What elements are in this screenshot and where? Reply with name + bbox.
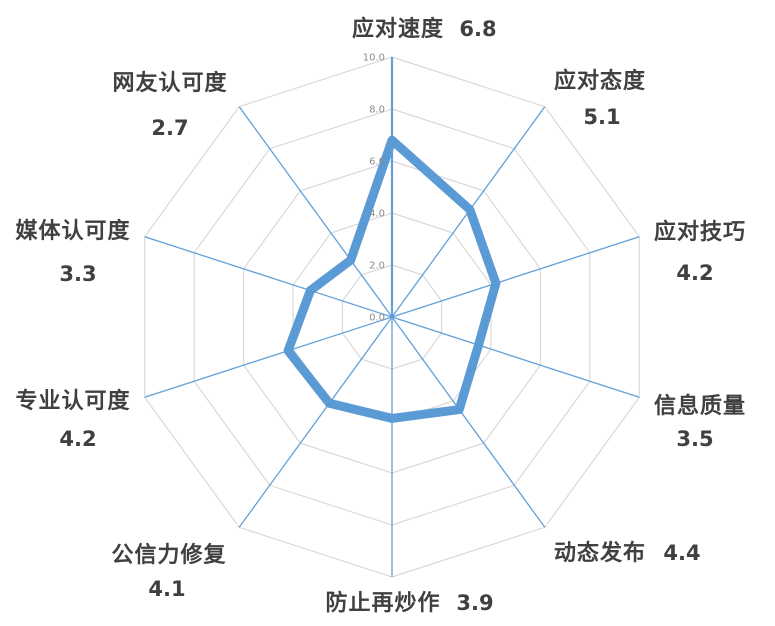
category-value: 5.1 xyxy=(583,105,620,129)
category-label: 公信力修复 xyxy=(111,542,226,568)
category-label: 应对速度 xyxy=(352,16,444,42)
axis-spoke xyxy=(238,106,393,318)
tick-label: 0.0 xyxy=(369,313,385,324)
category-value: 4.2 xyxy=(59,427,96,451)
axis-spoke xyxy=(391,316,546,528)
category-label: 应对技巧 xyxy=(654,219,746,245)
category-label: 网友认可度 xyxy=(112,70,227,96)
axis-spoke xyxy=(144,316,393,398)
category-value: 3.3 xyxy=(59,262,96,286)
category-label: 信息质量 xyxy=(654,393,746,419)
category-label: 专业认可度 xyxy=(15,388,130,414)
tick-label: 10.0 xyxy=(363,53,385,64)
tick-label: 6.0 xyxy=(369,157,385,168)
category-label: 防止再炒作 xyxy=(325,590,440,616)
axis-spoke xyxy=(238,316,393,528)
category-value: 3.5 xyxy=(676,427,713,451)
category-value: 2.7 xyxy=(151,116,188,140)
category-label: 媒体认可度 xyxy=(15,218,130,244)
category-value: 4.1 xyxy=(148,577,185,601)
category-value: 4.2 xyxy=(676,261,713,285)
tick-label: 8.0 xyxy=(369,105,385,116)
data-series-polygon xyxy=(283,135,501,423)
axis-spoke xyxy=(391,316,640,398)
category-value: 6.8 xyxy=(459,17,496,41)
category-value: 4.4 xyxy=(663,541,700,565)
category-label: 动态发布 xyxy=(554,540,646,566)
axis-spoke xyxy=(391,236,640,318)
category-value: 3.9 xyxy=(456,591,493,615)
category-label: 应对态度 xyxy=(554,68,646,94)
tick-label: 4.0 xyxy=(369,209,385,220)
axis-spoke xyxy=(144,236,393,318)
tick-label: 2.0 xyxy=(369,261,385,272)
